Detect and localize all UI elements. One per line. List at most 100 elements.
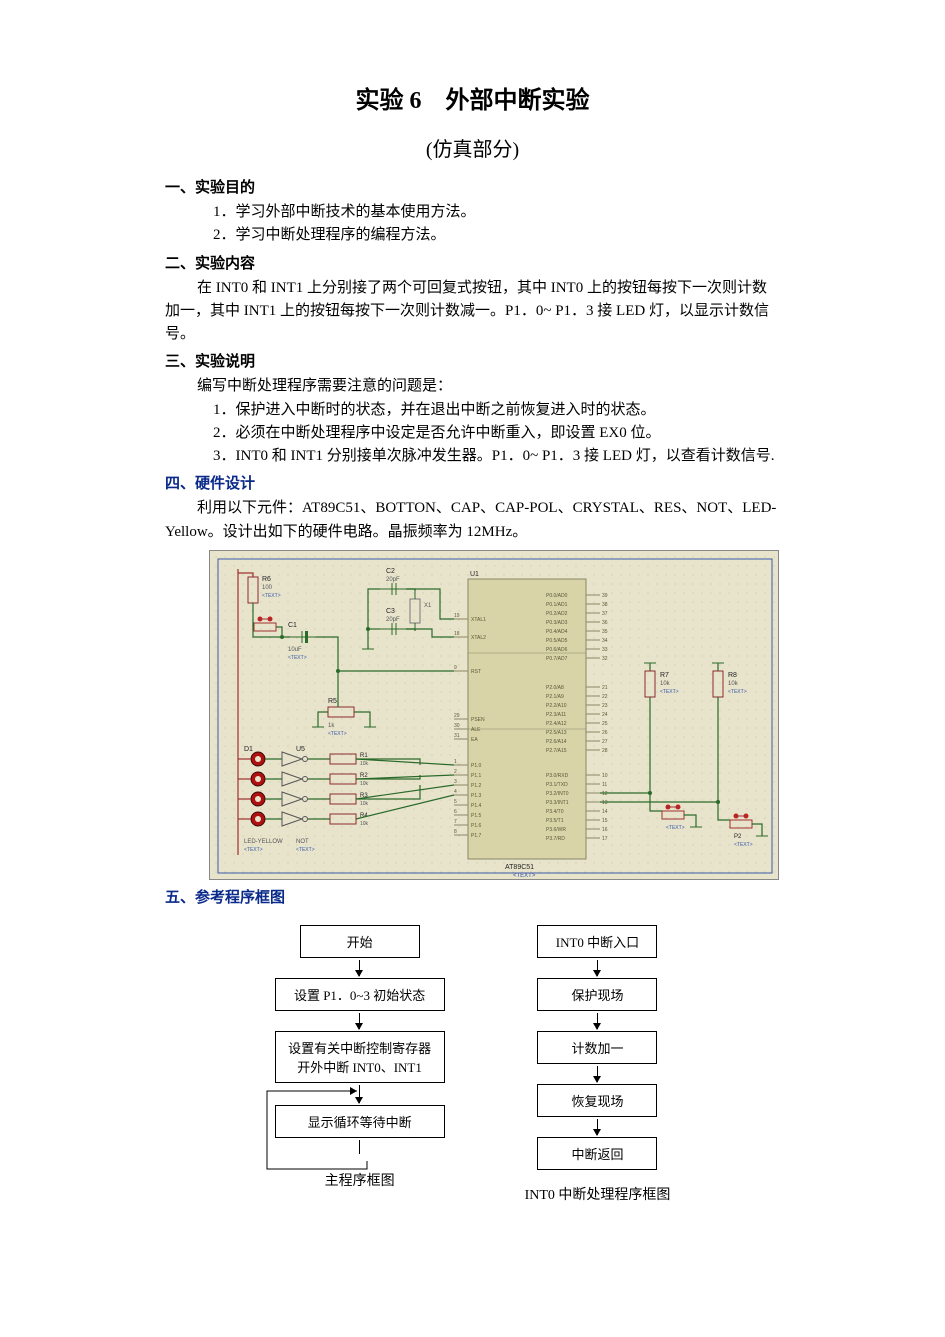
- svg-text:C3: C3: [386, 608, 395, 615]
- section-5-heading: 五、参考程序框图: [165, 886, 780, 907]
- svg-text:P2.2/A10: P2.2/A10: [546, 703, 567, 709]
- svg-text:EA: EA: [471, 737, 478, 743]
- flow-node: 恢复现场: [537, 1084, 657, 1117]
- flowchart-main-caption: 主程序框图: [325, 1170, 395, 1190]
- flow-arrow-icon: [597, 960, 598, 976]
- svg-text:P1.1: P1.1: [471, 773, 482, 779]
- svg-text:P0.1/AD1: P0.1/AD1: [546, 602, 568, 608]
- svg-text:3: 3: [454, 779, 457, 785]
- svg-text:36: 36: [602, 620, 608, 626]
- list-item: 1．保护进入中断时的状态，并在退出中断之前恢复进入时的状态。: [213, 399, 780, 422]
- svg-text:20pF: 20pF: [386, 617, 400, 623]
- svg-text:P0.3/AD3: P0.3/AD3: [546, 620, 568, 626]
- svg-text:9: 9: [454, 665, 457, 671]
- svg-text:10uF: 10uF: [288, 647, 302, 653]
- svg-text:P2.6/A14: P2.6/A14: [546, 739, 567, 745]
- flow-node: 保护现场: [537, 978, 657, 1011]
- svg-text:<TEXT>: <TEXT>: [513, 873, 536, 879]
- svg-text:<TEXT>: <TEXT>: [728, 689, 747, 695]
- flow-node: 计数加一: [537, 1031, 657, 1064]
- flow-node-line: 开外中断 INT0、INT1: [286, 1057, 434, 1076]
- section-4-heading: 四、硬件设计: [165, 472, 780, 493]
- svg-text:7: 7: [454, 819, 457, 825]
- svg-text:P2.4/A12: P2.4/A12: [546, 721, 567, 727]
- svg-text:NOT: NOT: [296, 839, 309, 845]
- svg-text:P3.5/T1: P3.5/T1: [546, 818, 564, 824]
- svg-text:PSEN: PSEN: [471, 717, 485, 723]
- svg-text:X1: X1: [424, 603, 432, 609]
- svg-text:R8: R8: [728, 672, 737, 679]
- flowchart-main: 开始 设置 P1．0~3 初始状态 设置有关中断控制寄存器 开外中断 INT0、…: [275, 925, 445, 1204]
- flow-node: 显示循环等待中断: [275, 1105, 445, 1138]
- svg-text:XTAL2: XTAL2: [471, 635, 486, 641]
- svg-text:20pF: 20pF: [386, 577, 400, 583]
- svg-text:P3.2/INT0: P3.2/INT0: [546, 791, 569, 797]
- svg-text:D1: D1: [244, 746, 253, 753]
- flow-arrow-icon: [597, 1119, 598, 1135]
- svg-text:39: 39: [602, 593, 608, 599]
- section-2-body: 在 INT0 和 INT1 上分别接了两个可回复式按钮，其中 INT0 上的按钮…: [165, 277, 780, 347]
- svg-text:C1: C1: [288, 622, 297, 629]
- section-3-list: 1．保护进入中断时的状态，并在退出中断之前恢复进入时的状态。 2．必须在中断处理…: [165, 399, 780, 469]
- svg-text:U1: U1: [470, 571, 479, 578]
- svg-text:10k: 10k: [728, 681, 739, 687]
- flow-tail-icon: [359, 1140, 360, 1154]
- svg-text:<TEXT>: <TEXT>: [262, 593, 281, 599]
- svg-text:34: 34: [602, 638, 608, 644]
- svg-text:P1.5: P1.5: [471, 813, 482, 819]
- svg-text:P0.6/AD6: P0.6/AD6: [546, 647, 568, 653]
- svg-text:P0.2/AD2: P0.2/AD2: [546, 611, 568, 617]
- svg-text:4: 4: [454, 789, 457, 795]
- svg-text:P1.0: P1.0: [471, 763, 482, 769]
- page: 实验 6 外部中断实验 (仿真部分) 一、实验目的 1．学习外部中断技术的基本使…: [0, 0, 945, 1244]
- svg-text:25: 25: [602, 721, 608, 727]
- svg-text:U5: U5: [296, 746, 305, 753]
- svg-text:31: 31: [454, 733, 460, 739]
- list-item: 2．学习中断处理程序的编程方法。: [213, 224, 780, 247]
- flowchart-int0: INT0 中断入口 保护现场 计数加一 恢复现场 中断返回 INT0 中断处理程…: [525, 925, 671, 1204]
- svg-text:16: 16: [602, 827, 608, 833]
- svg-text:P3.0/RXD: P3.0/RXD: [546, 773, 569, 779]
- flowcharts-row: 开始 设置 P1．0~3 初始状态 设置有关中断控制寄存器 开外中断 INT0、…: [165, 925, 780, 1204]
- circuit-schematic: U1AT89C51<TEXT>XTAL119XTAL218RST9PSEN29A…: [209, 550, 779, 880]
- svg-text:P1.2: P1.2: [471, 783, 482, 789]
- svg-text:<TEXT>: <TEXT>: [244, 847, 263, 853]
- svg-text:P2.1/A9: P2.1/A9: [546, 694, 564, 700]
- svg-text:33: 33: [602, 647, 608, 653]
- section-4-body: 利用以下元件：AT89C51、BOTTON、CAP、CAP-POL、CRYSTA…: [165, 497, 780, 544]
- doc-subtitle: (仿真部分): [165, 133, 780, 162]
- svg-text:P3.1/TXD: P3.1/TXD: [546, 782, 568, 788]
- flow-node: INT0 中断入口: [537, 925, 657, 958]
- svg-text:10k: 10k: [360, 821, 369, 827]
- flow-node: 开始: [300, 925, 420, 958]
- svg-text:10: 10: [602, 773, 608, 779]
- section-3-heading: 三、实验说明: [165, 350, 780, 371]
- svg-text:<TEXT>: <TEXT>: [660, 689, 679, 695]
- svg-text:12: 12: [602, 791, 608, 797]
- svg-text:6: 6: [454, 809, 457, 815]
- list-item: 2．必须在中断处理程序中设定是否允许中断重入，即设置 EX0 位。: [213, 422, 780, 445]
- flow-node-line: 设置有关中断控制寄存器: [286, 1038, 434, 1057]
- svg-text:30: 30: [454, 723, 460, 729]
- svg-text:P2.5/A13: P2.5/A13: [546, 730, 567, 736]
- svg-text:P3.4/T0: P3.4/T0: [546, 809, 564, 815]
- svg-text:P2: P2: [734, 834, 742, 840]
- svg-text:21: 21: [602, 685, 608, 691]
- svg-text:17: 17: [602, 836, 608, 842]
- circuit-svg: U1AT89C51<TEXT>XTAL119XTAL218RST9PSEN29A…: [210, 551, 779, 880]
- svg-text:10k: 10k: [360, 781, 369, 787]
- svg-text:28: 28: [602, 748, 608, 754]
- svg-text:P1.4: P1.4: [471, 803, 482, 809]
- svg-text:P3.3/INT1: P3.3/INT1: [546, 800, 569, 806]
- svg-text:1: 1: [454, 759, 457, 765]
- svg-text:27: 27: [602, 739, 608, 745]
- flow-arrow-icon: [359, 1013, 360, 1029]
- svg-text:22: 22: [602, 694, 608, 700]
- svg-text:<TEXT>: <TEXT>: [734, 842, 753, 848]
- svg-text:P0.7/AD7: P0.7/AD7: [546, 656, 568, 662]
- svg-text:LED-YELLOW: LED-YELLOW: [244, 839, 283, 845]
- svg-text:37: 37: [602, 611, 608, 617]
- section-1-list: 1．学习外部中断技术的基本使用方法。 2．学习中断处理程序的编程方法。: [165, 201, 780, 248]
- svg-text:<TEXT>: <TEXT>: [328, 731, 347, 737]
- svg-text:P0.4/AD4: P0.4/AD4: [546, 629, 568, 635]
